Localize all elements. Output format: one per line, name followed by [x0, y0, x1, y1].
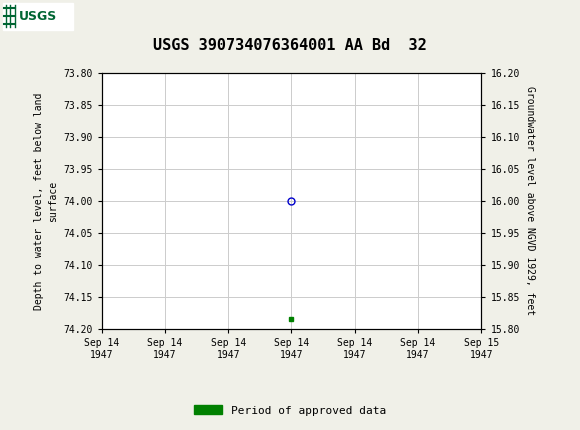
- Text: USGS 390734076364001 AA Bd  32: USGS 390734076364001 AA Bd 32: [153, 38, 427, 52]
- Legend: Period of approved data: Period of approved data: [190, 401, 390, 420]
- Text: USGS: USGS: [19, 9, 57, 23]
- Y-axis label: Depth to water level, feet below land
surface: Depth to water level, feet below land su…: [34, 92, 57, 310]
- Y-axis label: Groundwater level above NGVD 1929, feet: Groundwater level above NGVD 1929, feet: [525, 86, 535, 316]
- FancyBboxPatch shape: [3, 3, 72, 30]
